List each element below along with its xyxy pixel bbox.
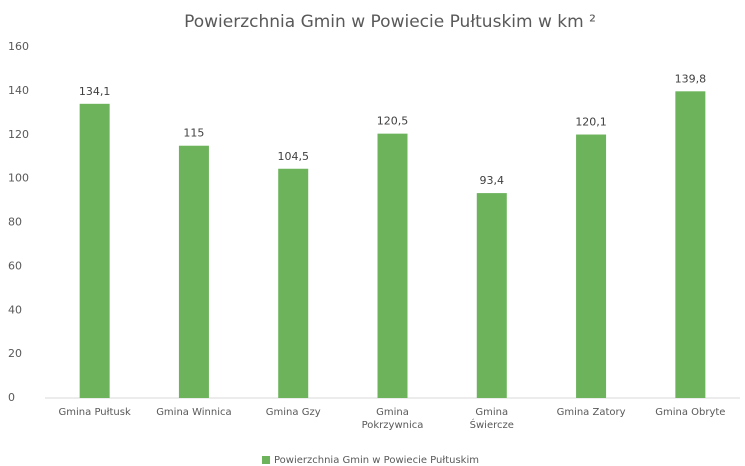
y-tick-label: 120 [8,128,29,141]
data-label: 120,5 [377,115,409,128]
bar [576,134,607,398]
y-tick-label: 100 [8,172,29,185]
bar [675,91,706,398]
x-tick-label: Gmina Gzy [265,407,321,418]
legend-swatch [262,456,270,464]
x-tick-label: Gmina Pokrzywnica [361,407,424,431]
data-label: 120,1 [575,116,607,129]
x-tick-label: Gmina Obryte [655,407,726,418]
bar [377,133,408,398]
y-tick-label: 40 [8,303,22,316]
x-tick-label: Gmina Zatory [556,407,626,418]
data-label: 104,5 [277,150,309,163]
y-tick-label: 0 [8,391,15,404]
bar [178,145,209,398]
data-label: 139,8 [675,72,707,85]
y-tick-label: 160 [8,40,29,53]
y-tick-label: 140 [8,84,29,97]
chart-title: Powierzchnia Gmin w Powiecie Pułtuskim w… [184,12,596,32]
legend-label: Powierzchnia Gmin w Powiecie Pułtuskim [274,455,479,466]
x-tick-label: Gmina Winnica [156,407,232,418]
y-tick-label: 60 [8,259,22,272]
y-tick-label: 80 [8,216,22,229]
y-tick-label: 20 [8,347,22,360]
data-label: 93,4 [480,174,505,187]
data-label: 115 [183,127,204,140]
x-tick-label: Gmina Pułtusk [58,407,131,418]
bar [79,103,110,399]
bar [476,193,507,398]
data-label: 134,1 [79,85,111,98]
x-tick-label: Gmina Świercze [469,407,514,431]
bar [278,168,309,398]
